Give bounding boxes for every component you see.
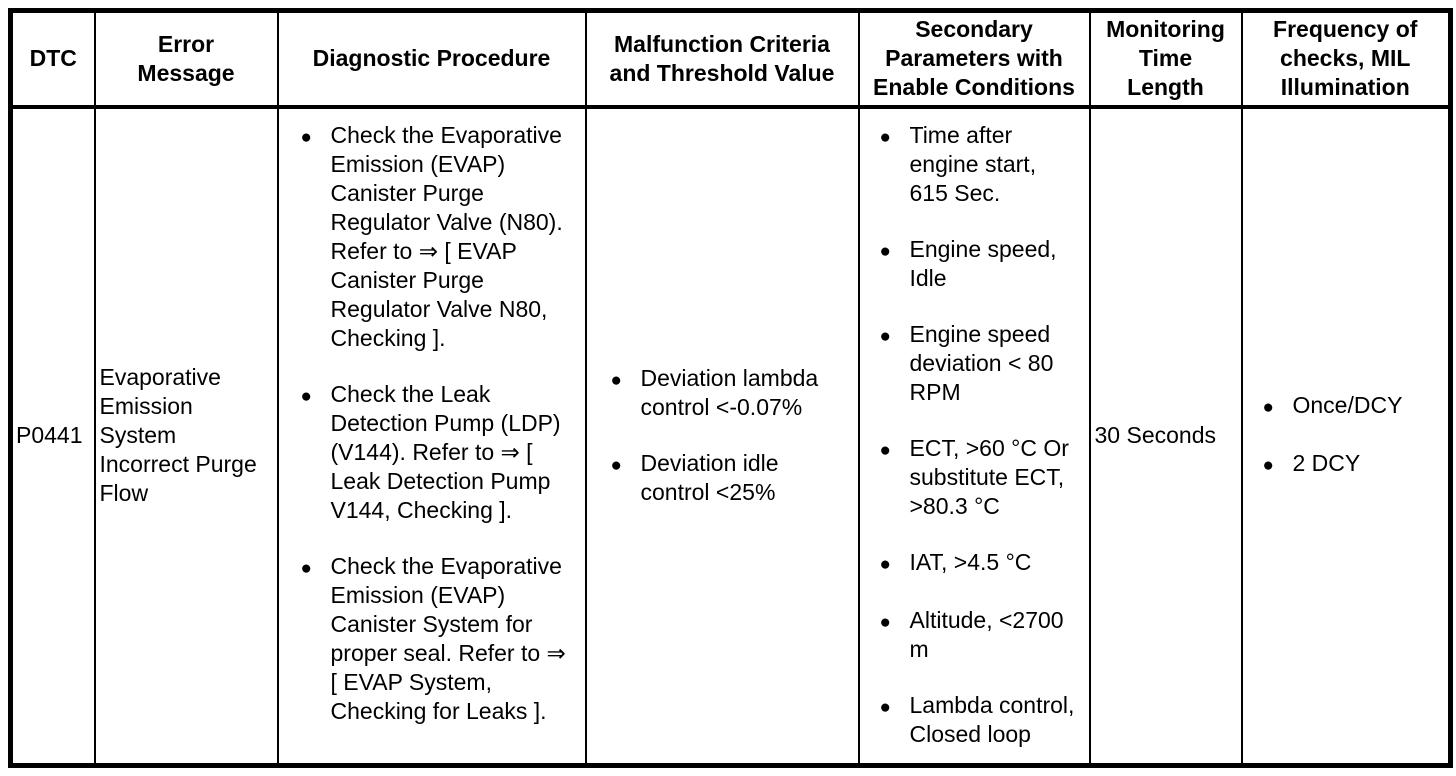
list-item-text: 2 DCY — [1292, 450, 1361, 477]
list-item: Engine speed deviation < 80 RPM — [880, 320, 1087, 407]
bullet-icon — [301, 552, 331, 583]
list-item: ECT, >60 °C Or substitute ECT, >80.3 °C — [880, 434, 1087, 521]
list-item-text: IAT, >4.5 °C — [909, 548, 1032, 575]
list-item: Check the Leak Detection Pump (LDP) (V14… — [301, 380, 581, 525]
dtc-table: DTC Error Message Diagnostic Procedure M… — [8, 8, 1453, 768]
cell-malfunction-criteria: Deviation lambda control <-0.07% Deviati… — [584, 105, 860, 767]
list-item-text: Deviation idle control <25% — [640, 450, 779, 506]
list-item: Check the Evaporative Emission (EVAP) Ca… — [301, 552, 581, 726]
header-row: DTC Error Message Diagnostic Procedure M… — [9, 9, 1452, 109]
bullet-icon — [880, 691, 910, 722]
bullet-icon — [1263, 391, 1293, 422]
bullet-icon — [880, 320, 910, 351]
list-item-text: Check the Evaporative Emission (EVAP) Ca… — [330, 552, 566, 724]
list-item: Deviation lambda control <-0.07% — [611, 364, 854, 422]
list-item: Lambda control, Closed loop — [880, 691, 1087, 749]
table-row: P0441 Evaporative Emission System Incorr… — [9, 105, 1452, 767]
header-secondary-parameters: Secondary Parameters with Enable Conditi… — [857, 9, 1091, 109]
header-frequency-of-checks: Frequency of checks, MIL Illumination — [1240, 9, 1452, 109]
list-item-text: Engine speed deviation < 80 RPM — [909, 320, 1054, 405]
bullet-icon — [880, 606, 910, 637]
cell-dtc-code: P0441 — [9, 105, 96, 767]
bullet-icon — [301, 380, 331, 411]
list-item: Deviation idle control <25% — [611, 449, 854, 507]
header-monitoring-time-length: Monitoring Time Length — [1088, 9, 1243, 109]
header-dtc: DTC — [9, 9, 96, 109]
list-item-text: Once/DCY — [1292, 392, 1403, 419]
list-item-text: Engine speed, Idle — [909, 235, 1057, 291]
list-item: Engine speed, Idle — [880, 235, 1087, 293]
bullet-icon — [880, 121, 910, 152]
bullet-icon — [880, 548, 910, 579]
bullet-icon — [301, 121, 331, 152]
bullet-icon — [880, 235, 910, 266]
list-item: IAT, >4.5 °C — [880, 548, 1087, 579]
bullet-icon — [880, 434, 910, 465]
cell-frequency-of-checks: Once/DCY 2 DCY — [1240, 105, 1452, 767]
list-item-text: ECT, >60 °C Or substitute ECT, >80.3 °C — [909, 434, 1069, 519]
cell-error-message: Evaporative Emission System Incorrect Pu… — [93, 105, 279, 767]
header-malfunction-criteria: Malfunction Criteria and Threshold Value — [584, 9, 860, 109]
list-item-text: Deviation lambda control <-0.07% — [640, 365, 819, 421]
bullet-icon — [1263, 449, 1293, 480]
header-diagnostic-procedure: Diagnostic Procedure — [276, 9, 587, 109]
list-item: Once/DCY — [1263, 391, 1449, 422]
list-item-text: Check the Evaporative Emission (EVAP) Ca… — [330, 121, 563, 351]
list-item-text: Lambda control, Closed loop — [909, 691, 1075, 747]
list-item-text: Altitude, <2700 m — [909, 606, 1064, 662]
list-item: Altitude, <2700 m — [880, 606, 1087, 664]
header-error-message: Error Message — [93, 9, 279, 109]
cell-secondary-parameters: Time after engine start, 615 Sec. Engine… — [857, 105, 1091, 767]
list-item-text: Check the Leak Detection Pump (LDP) (V14… — [330, 380, 561, 523]
bullet-icon — [611, 364, 641, 395]
cell-monitoring-time: 30 Seconds — [1088, 105, 1243, 767]
list-item: Time after engine start, 615 Sec. — [880, 121, 1087, 208]
bullet-icon — [611, 449, 641, 480]
list-item-text: Time after engine start, 615 Sec. — [909, 121, 1037, 206]
list-item: Check the Evaporative Emission (EVAP) Ca… — [301, 121, 581, 353]
cell-diagnostic-procedure: Check the Evaporative Emission (EVAP) Ca… — [276, 105, 587, 767]
list-item: 2 DCY — [1263, 449, 1449, 480]
